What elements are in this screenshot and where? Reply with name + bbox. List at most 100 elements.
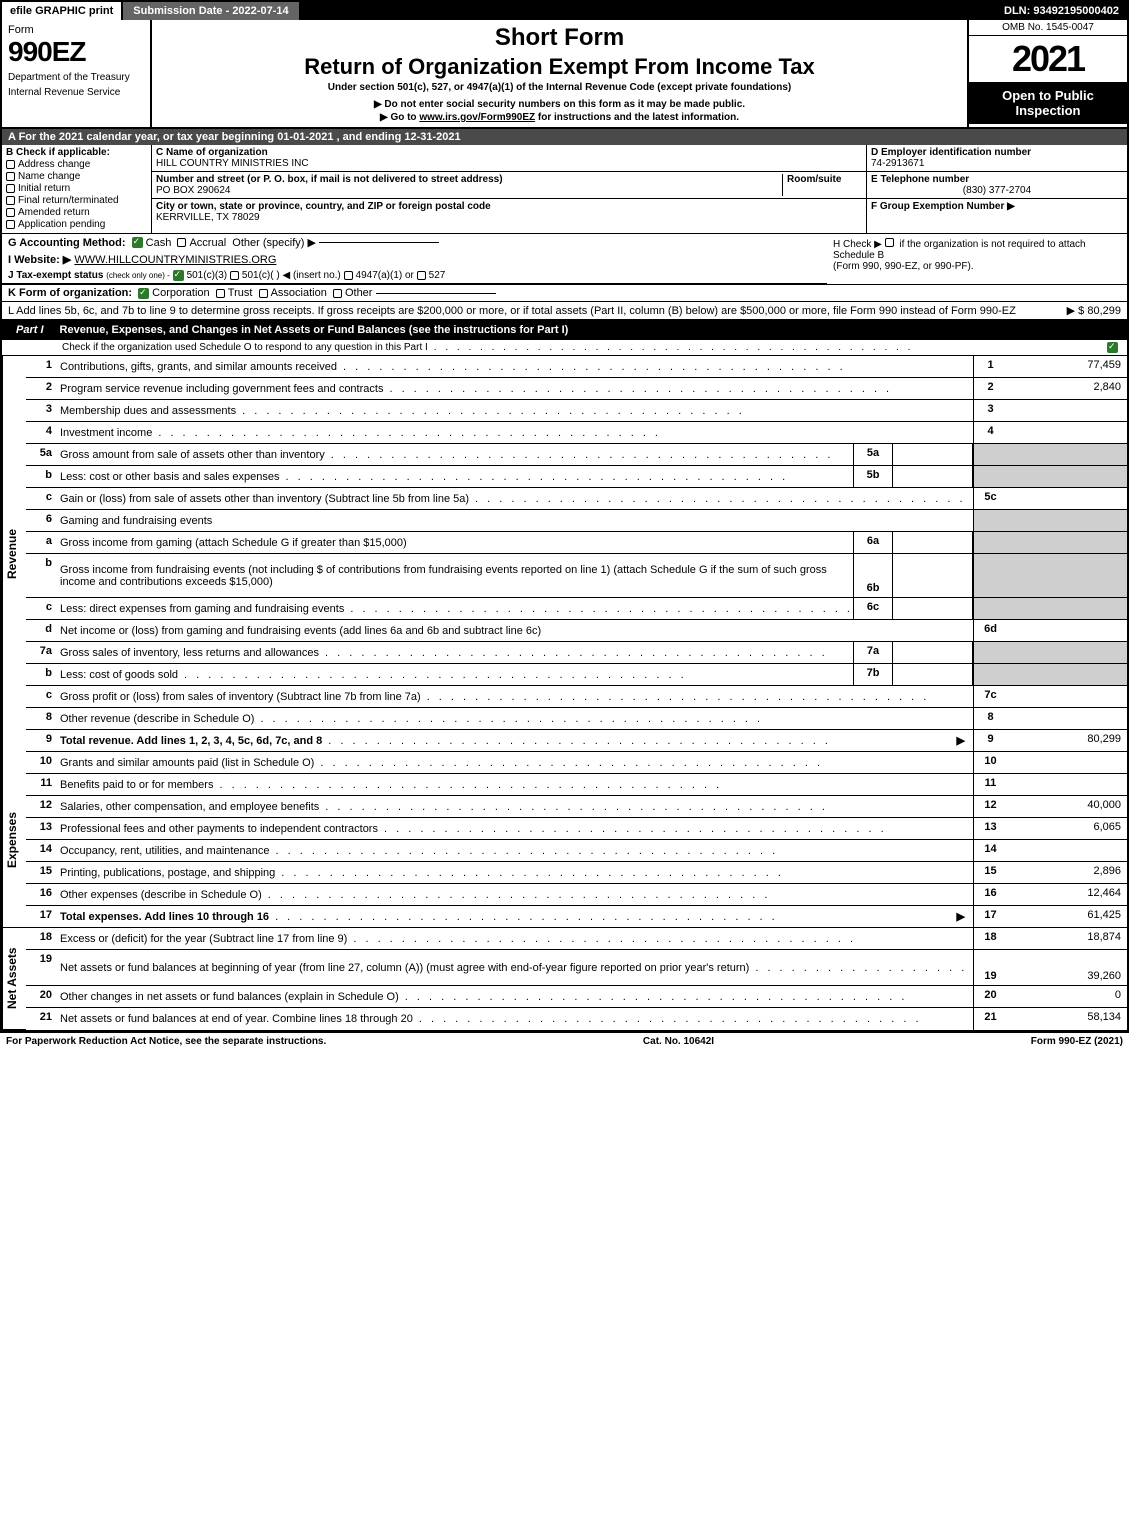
g-cash-checkbox[interactable] — [132, 237, 143, 248]
omb-number: OMB No. 1545-0047 — [969, 20, 1127, 36]
column-b-checkboxes: B Check if applicable: Address change Na… — [2, 145, 152, 233]
line-5c: cGain or (loss) from sale of assets othe… — [26, 488, 1127, 510]
line-20: 20Other changes in net assets or fund ba… — [26, 986, 1127, 1008]
form-header: Form 990EZ Department of the Treasury In… — [2, 20, 1127, 129]
column-c-org-info: C Name of organization HILL COUNTRY MINI… — [152, 145, 867, 233]
short-form-title: Short Form — [158, 24, 961, 52]
sub-goto-text: ▶ Go to www.irs.gov/Form990EZ for instru… — [158, 112, 961, 123]
org-name: HILL COUNTRY MINISTRIES INC — [156, 158, 862, 169]
line-4: 4Investment income. . . . . . . . . . . … — [26, 422, 1127, 444]
line-10: 10Grants and similar amounts paid (list … — [26, 752, 1127, 774]
g-accrual-checkbox[interactable] — [177, 238, 186, 247]
chk-final-return[interactable]: Final return/terminated — [6, 195, 147, 206]
col-b-header: B Check if applicable: — [6, 147, 147, 158]
g-label: G Accounting Method: — [8, 237, 126, 249]
line-7a: 7aGross sales of inventory, less returns… — [26, 642, 1127, 664]
l-value: ▶ $ 80,299 — [1067, 304, 1121, 317]
j-label: J Tax-exempt status — [8, 270, 103, 281]
line-6c: cLess: direct expenses from gaming and f… — [26, 598, 1127, 620]
street-label: Number and street (or P. O. box, if mail… — [156, 174, 503, 185]
k-trust-checkbox[interactable] — [216, 289, 225, 298]
tax-year: 2021 — [969, 36, 1127, 82]
line-6b: bGross income from fundraising events (n… — [26, 554, 1127, 598]
city-value: KERRVILLE, TX 78029 — [156, 212, 862, 223]
line-7c: cGross profit or (loss) from sales of in… — [26, 686, 1127, 708]
g-other-input[interactable] — [319, 242, 439, 243]
footer-cat-no: Cat. No. 10642I — [643, 1036, 714, 1047]
submission-date: Submission Date - 2022-07-14 — [123, 2, 300, 20]
header-mid: Short Form Return of Organization Exempt… — [152, 20, 967, 127]
line-12: 12Salaries, other compensation, and empl… — [26, 796, 1127, 818]
h-checkbox[interactable] — [885, 238, 894, 247]
sub-section-text: Under section 501(c), 527, or 4947(a)(1)… — [158, 82, 961, 93]
room-label: Room/suite — [787, 174, 841, 185]
website-link[interactable]: WWW.HILLCOUNTRYMINISTRIES.ORG — [74, 254, 276, 266]
k-other-checkbox[interactable] — [333, 289, 342, 298]
chk-amended-return[interactable]: Amended return — [6, 207, 147, 218]
d-ein-value: 74-2913671 — [871, 158, 924, 169]
part-1-header: Part I Revenue, Expenses, and Changes in… — [2, 320, 1127, 340]
arrow-icon: ▶ — [957, 734, 965, 747]
d-ein-label: D Employer identification number — [871, 147, 1031, 158]
part-1-title: Revenue, Expenses, and Changes in Net As… — [60, 324, 1121, 336]
dept-treasury: Department of the Treasury — [8, 72, 144, 83]
column-def: D Employer identification number 74-2913… — [867, 145, 1127, 233]
line-j-tax-exempt: J Tax-exempt status (check only one) - 5… — [2, 268, 827, 284]
city-label: City or town, state or province, country… — [156, 201, 862, 212]
line-15: 15Printing, publications, postage, and s… — [26, 862, 1127, 884]
line-g-accounting: G Accounting Method: Cash Accrual Other … — [2, 234, 827, 251]
page-footer: For Paperwork Reduction Act Notice, see … — [0, 1032, 1129, 1050]
form-990ez-container: efile GRAPHIC print Submission Date - 20… — [0, 0, 1129, 1032]
chk-name-change[interactable]: Name change — [6, 171, 147, 182]
chk-address-change[interactable]: Address change — [6, 159, 147, 170]
form-word: Form — [8, 24, 144, 36]
i-label: I Website: ▶ — [8, 253, 71, 266]
footer-left: For Paperwork Reduction Act Notice, see … — [6, 1036, 326, 1047]
chk-initial-return[interactable]: Initial return — [6, 183, 147, 194]
line-5b: bLess: cost or other basis and sales exp… — [26, 466, 1127, 488]
line-18: 18Excess or (deficit) for the year (Subt… — [26, 928, 1127, 950]
line-l-gross-receipts: L Add lines 5b, 6c, and 7b to line 9 to … — [2, 302, 1127, 320]
line-6: 6Gaming and fundraising events — [26, 510, 1127, 532]
footer-form-ref: Form 990-EZ (2021) — [1031, 1036, 1123, 1047]
part-1-sub: Check if the organization used Schedule … — [2, 340, 1127, 356]
line-14: 14Occupancy, rent, utilities, and mainte… — [26, 840, 1127, 862]
e-phone-label: E Telephone number — [871, 174, 969, 185]
line-k-form-org: K Form of organization: Corporation Trus… — [2, 285, 1127, 302]
part-1-label: Part I — [8, 323, 52, 337]
expenses-section: Expenses 10Grants and similar amounts pa… — [2, 752, 1127, 928]
form-number: 990EZ — [8, 36, 144, 68]
dln-label: DLN: 93492195000402 — [996, 2, 1127, 20]
efile-print-label[interactable]: efile GRAPHIC print — [2, 2, 123, 20]
j-527-checkbox[interactable] — [417, 271, 426, 280]
chk-application-pending[interactable]: Application pending — [6, 219, 147, 230]
header-right: OMB No. 1545-0047 2021 Open to Public In… — [967, 20, 1127, 127]
j-4947-checkbox[interactable] — [344, 271, 353, 280]
part1-schedule-o-checkbox[interactable] — [1107, 342, 1118, 353]
line-21: 21Net assets or fund balances at end of … — [26, 1008, 1127, 1030]
line-2: 2Program service revenue including gover… — [26, 378, 1127, 400]
line-19: 19Net assets or fund balances at beginni… — [26, 950, 1127, 986]
line-1: 1Contributions, gifts, grants, and simil… — [26, 356, 1127, 378]
line-6a: aGross income from gaming (attach Schedu… — [26, 532, 1127, 554]
line-17: 17Total expenses. Add lines 10 through 1… — [26, 906, 1127, 928]
line-9: 9Total revenue. Add lines 1, 2, 3, 4, 5c… — [26, 730, 1127, 752]
line-16: 16Other expenses (describe in Schedule O… — [26, 884, 1127, 906]
header-left: Form 990EZ Department of the Treasury In… — [2, 20, 152, 127]
k-other-input[interactable] — [376, 293, 496, 294]
info-block-bcdef: B Check if applicable: Address change Na… — [2, 145, 1127, 234]
arrow-icon: ▶ — [957, 910, 965, 923]
open-to-public: Open to Public Inspection — [969, 82, 1127, 124]
j-501c3-checkbox[interactable] — [173, 270, 184, 281]
irs-link[interactable]: www.irs.gov/Form990EZ — [419, 112, 535, 123]
k-corporation-checkbox[interactable] — [138, 288, 149, 299]
return-title: Return of Organization Exempt From Incom… — [158, 54, 961, 80]
line-7b: bLess: cost of goods sold. . . . . . . .… — [26, 664, 1127, 686]
line-h-schedule-b: H Check ▶ if the organization is not req… — [827, 234, 1127, 284]
line-5a: 5aGross amount from sale of assets other… — [26, 444, 1127, 466]
dept-irs: Internal Revenue Service — [8, 87, 144, 98]
k-association-checkbox[interactable] — [259, 289, 268, 298]
net-assets-vlabel: Net Assets — [2, 928, 26, 1030]
j-501c-checkbox[interactable] — [230, 271, 239, 280]
e-phone-value: (830) 377-2704 — [871, 185, 1123, 196]
